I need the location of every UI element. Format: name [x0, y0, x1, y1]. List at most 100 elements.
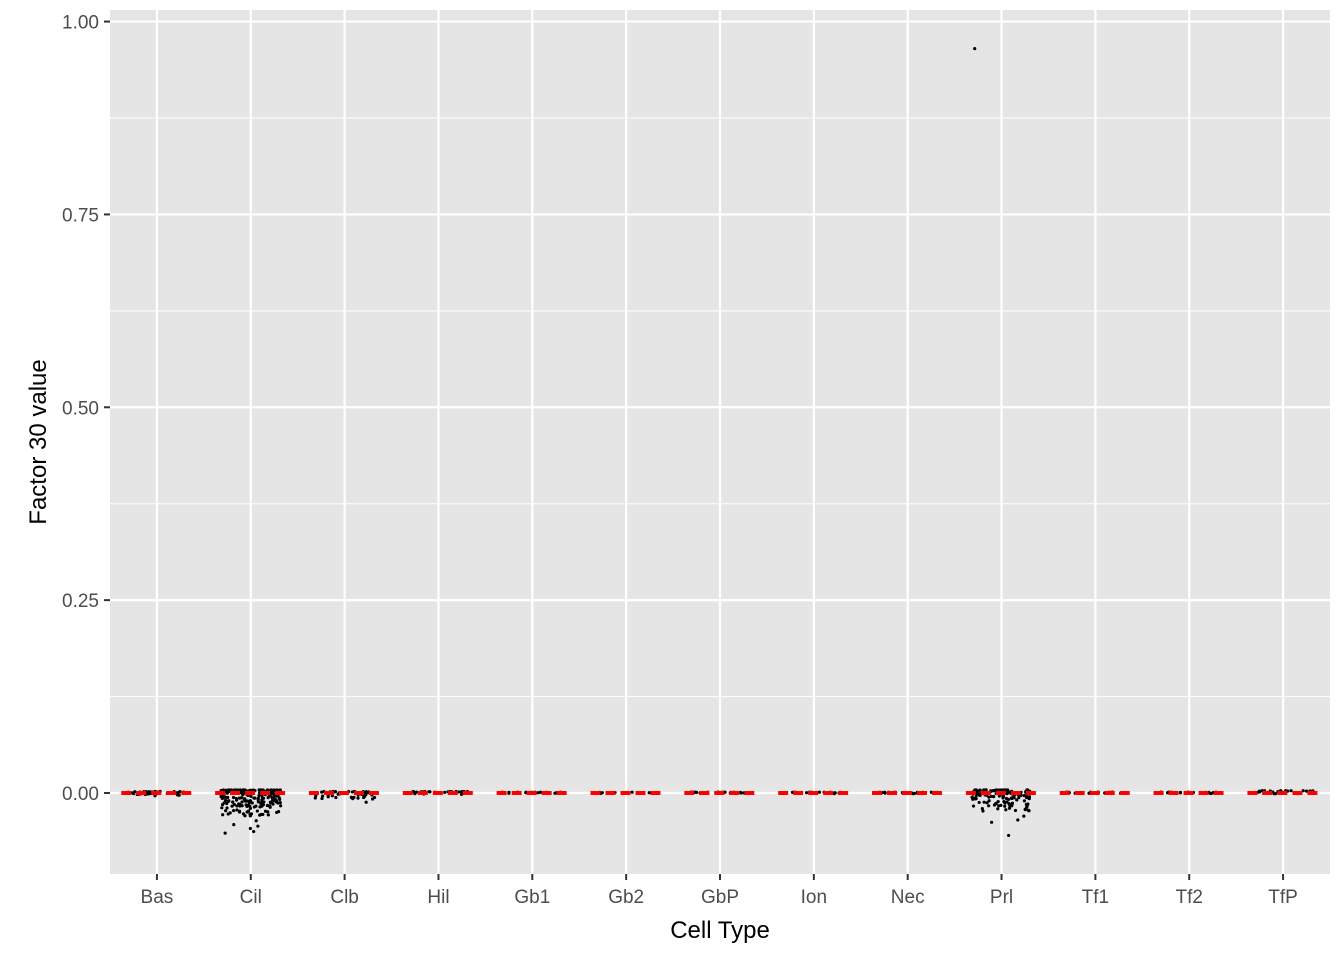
data-point — [1004, 808, 1008, 812]
data-point — [266, 813, 270, 817]
data-point — [278, 797, 282, 802]
data-point — [1025, 795, 1029, 800]
data-point — [997, 794, 1001, 798]
data-point — [990, 820, 994, 824]
x-tick-label: TfP — [1268, 887, 1298, 908]
data-point — [1010, 802, 1014, 806]
y-tick-label: 1.00 — [62, 13, 99, 34]
data-point — [1003, 804, 1007, 808]
data-point — [232, 802, 236, 807]
data-point — [1007, 797, 1011, 801]
data-point — [274, 800, 279, 804]
data-point — [256, 798, 260, 802]
data-point — [258, 813, 262, 817]
data-point — [1007, 806, 1012, 810]
x-tick-label: Tf2 — [1176, 887, 1203, 908]
data-point — [1007, 802, 1011, 806]
data-point — [176, 791, 180, 795]
data-point — [271, 792, 276, 796]
data-point — [235, 808, 239, 812]
data-point — [320, 796, 324, 801]
data-point — [223, 831, 227, 835]
data-point — [225, 801, 229, 806]
data-point — [1022, 814, 1026, 818]
data-point — [1002, 800, 1006, 804]
data-point — [320, 794, 325, 798]
data-point — [507, 791, 511, 795]
data-point — [243, 799, 248, 803]
data-point — [227, 788, 231, 792]
data-point — [230, 804, 234, 808]
data-point — [320, 790, 324, 794]
data-point — [240, 800, 244, 804]
data-point — [1010, 796, 1014, 800]
data-point — [254, 819, 258, 823]
x-tick-label: Prl — [990, 887, 1013, 908]
data-point — [235, 788, 239, 792]
data-point — [971, 804, 976, 808]
data-point — [987, 804, 991, 808]
data-point — [248, 826, 252, 831]
data-point — [256, 824, 260, 828]
data-point — [911, 792, 915, 796]
x-tick-label: Gb1 — [514, 887, 550, 908]
data-point — [351, 796, 355, 801]
data-point — [238, 802, 242, 806]
data-point — [230, 788, 234, 792]
data-point — [974, 797, 978, 801]
data-point — [277, 809, 281, 814]
data-point — [981, 809, 985, 813]
data-point — [554, 791, 558, 795]
data-point — [220, 806, 224, 810]
major-gridlines — [110, 10, 1330, 874]
data-point — [240, 804, 244, 808]
data-point — [995, 788, 999, 792]
data-point — [226, 795, 230, 800]
x-tick-label: Ion — [801, 887, 827, 908]
data-point — [992, 795, 996, 799]
data-point — [443, 790, 447, 794]
data-point — [222, 801, 226, 805]
data-point — [133, 790, 137, 794]
data-point — [974, 788, 978, 792]
data-point — [278, 800, 282, 805]
data-point — [1012, 795, 1016, 799]
data-point — [1178, 790, 1183, 795]
data-point — [739, 791, 743, 795]
data-point — [457, 790, 461, 794]
data-point — [241, 788, 245, 792]
data-point — [459, 792, 464, 796]
data-point — [1013, 808, 1018, 813]
data-point — [266, 795, 270, 800]
data-point — [538, 790, 543, 794]
data-point — [234, 796, 238, 801]
data-point — [1016, 818, 1020, 822]
data-point — [1017, 795, 1021, 800]
data-point — [987, 795, 991, 799]
data-point — [130, 791, 135, 795]
data-point — [245, 810, 249, 814]
data-point — [984, 788, 988, 792]
data-point — [413, 792, 417, 796]
data-point — [268, 804, 272, 808]
data-point — [259, 801, 263, 806]
data-point — [1289, 789, 1293, 793]
data-point — [231, 795, 236, 800]
data-point — [994, 801, 998, 805]
data-point — [980, 806, 984, 811]
data-point — [371, 797, 375, 801]
data-point — [996, 807, 1000, 811]
data-point — [223, 798, 228, 803]
data-point — [221, 813, 225, 817]
data-point — [1024, 805, 1029, 810]
data-point — [225, 791, 229, 795]
data-point — [630, 790, 634, 794]
data-point — [982, 800, 986, 804]
data-point — [275, 794, 279, 798]
data-point — [258, 805, 262, 809]
data-point — [1007, 833, 1011, 838]
data-point — [252, 805, 256, 809]
data-point — [1272, 792, 1276, 796]
data-point — [804, 791, 809, 795]
data-point — [1022, 794, 1026, 798]
